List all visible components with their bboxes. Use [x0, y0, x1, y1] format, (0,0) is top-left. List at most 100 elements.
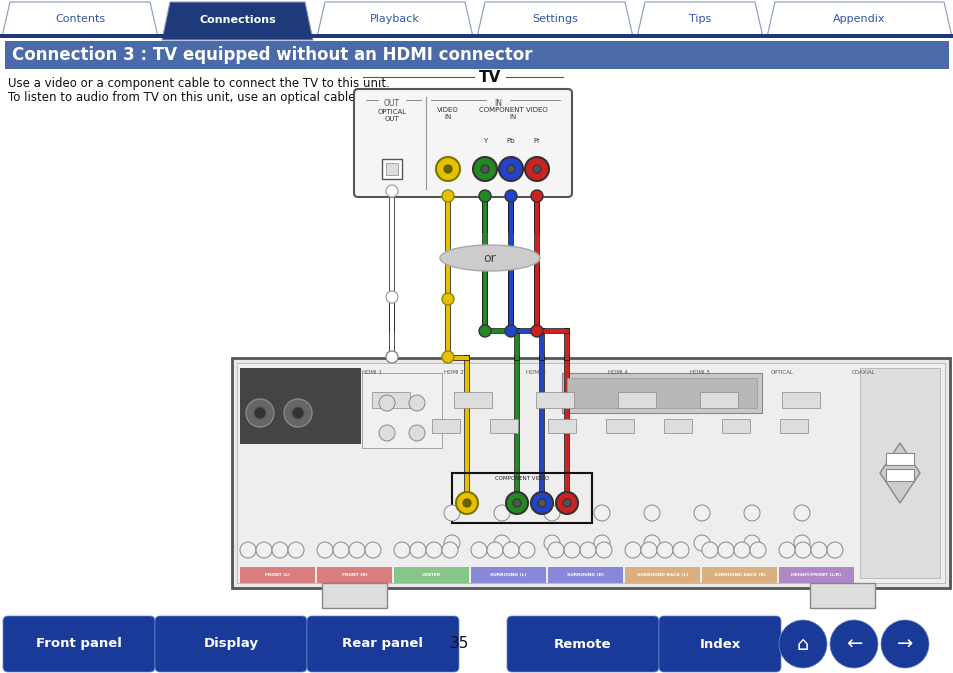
Circle shape — [441, 293, 454, 305]
Bar — [700, 392, 738, 408]
Text: FRONT (R): FRONT (R) — [341, 573, 367, 577]
Bar — [547, 567, 622, 583]
Circle shape — [643, 535, 659, 551]
Circle shape — [563, 542, 579, 558]
FancyBboxPatch shape — [506, 616, 659, 672]
Text: Index: Index — [699, 637, 740, 651]
Bar — [536, 392, 574, 408]
Circle shape — [543, 505, 559, 521]
Circle shape — [779, 542, 794, 558]
Circle shape — [779, 620, 826, 668]
Text: Y: Y — [482, 138, 487, 144]
Text: TV: TV — [478, 69, 500, 85]
Bar — [386, 163, 397, 175]
Circle shape — [810, 542, 826, 558]
FancyBboxPatch shape — [154, 616, 307, 672]
Bar — [618, 392, 656, 408]
Circle shape — [643, 505, 659, 521]
Circle shape — [524, 157, 548, 181]
Circle shape — [793, 535, 809, 551]
Polygon shape — [162, 2, 313, 40]
Text: Remote: Remote — [554, 637, 611, 651]
Circle shape — [316, 542, 333, 558]
Bar — [240, 567, 314, 583]
Text: SURROUND (L): SURROUND (L) — [490, 573, 526, 577]
Circle shape — [394, 542, 410, 558]
Circle shape — [596, 542, 612, 558]
Circle shape — [733, 542, 749, 558]
Circle shape — [794, 542, 810, 558]
Circle shape — [386, 185, 397, 197]
Bar — [0, 34, 953, 38]
Circle shape — [365, 542, 380, 558]
Bar — [471, 567, 545, 583]
Text: Tips: Tips — [688, 13, 710, 24]
Circle shape — [255, 542, 272, 558]
Circle shape — [579, 542, 596, 558]
Text: Connections: Connections — [199, 15, 275, 25]
Bar — [432, 419, 459, 433]
Circle shape — [240, 542, 255, 558]
Text: Front panel: Front panel — [36, 637, 122, 651]
Text: or: or — [483, 252, 496, 264]
Text: COMPONENT VIDEO
IN: COMPONENT VIDEO IN — [478, 107, 547, 120]
Circle shape — [478, 325, 491, 337]
Text: To listen to audio from TV on this unit, use an optical cable to connect the TV : To listen to audio from TV on this unit,… — [8, 91, 536, 104]
FancyBboxPatch shape — [354, 89, 572, 197]
Circle shape — [272, 542, 288, 558]
Bar — [322, 583, 387, 608]
Circle shape — [349, 542, 365, 558]
Circle shape — [410, 542, 426, 558]
Text: OUT: OUT — [384, 99, 399, 108]
Text: Connection 3 : TV equipped without an HDMI connector: Connection 3 : TV equipped without an HD… — [12, 46, 532, 64]
Bar — [566, 378, 757, 408]
Text: ⌂: ⌂ — [796, 635, 808, 653]
Text: COMPONENT VIDEO: COMPONENT VIDEO — [495, 476, 548, 481]
Text: Contents: Contents — [55, 13, 105, 24]
Text: 35: 35 — [450, 637, 469, 651]
Text: OPTICAL: OPTICAL — [770, 370, 793, 375]
Polygon shape — [879, 443, 919, 503]
Circle shape — [473, 157, 497, 181]
Circle shape — [505, 492, 527, 514]
Polygon shape — [316, 2, 473, 37]
Bar — [701, 567, 776, 583]
Bar — [381, 159, 401, 179]
Text: Playback: Playback — [370, 13, 419, 24]
Circle shape — [443, 535, 459, 551]
Circle shape — [386, 351, 397, 363]
Text: FRONT (L): FRONT (L) — [265, 573, 290, 577]
Bar — [624, 567, 700, 583]
Circle shape — [378, 425, 395, 441]
Polygon shape — [2, 2, 158, 37]
Circle shape — [562, 499, 571, 507]
Ellipse shape — [439, 245, 539, 271]
Circle shape — [504, 325, 517, 337]
Text: HDMI 5: HDMI 5 — [689, 370, 709, 375]
Circle shape — [826, 542, 842, 558]
Circle shape — [749, 542, 765, 558]
Text: COAXIAL: COAXIAL — [851, 370, 875, 375]
Circle shape — [386, 291, 397, 303]
Circle shape — [531, 492, 553, 514]
Circle shape — [443, 505, 459, 521]
Circle shape — [531, 325, 542, 337]
Text: Appendix: Appendix — [832, 13, 884, 24]
Circle shape — [480, 165, 489, 173]
Circle shape — [640, 542, 657, 558]
Circle shape — [793, 505, 809, 521]
FancyBboxPatch shape — [307, 616, 458, 672]
Text: Settings: Settings — [532, 13, 578, 24]
Text: OPTICAL
OUT: OPTICAL OUT — [377, 109, 406, 122]
Circle shape — [486, 542, 502, 558]
Circle shape — [441, 190, 454, 202]
Bar — [316, 567, 392, 583]
Circle shape — [594, 505, 609, 521]
Circle shape — [547, 542, 563, 558]
Circle shape — [443, 165, 452, 173]
Circle shape — [543, 535, 559, 551]
Circle shape — [498, 157, 522, 181]
Bar — [779, 567, 853, 583]
Text: HDMI 2: HDMI 2 — [443, 370, 463, 375]
Bar — [361, 373, 441, 448]
